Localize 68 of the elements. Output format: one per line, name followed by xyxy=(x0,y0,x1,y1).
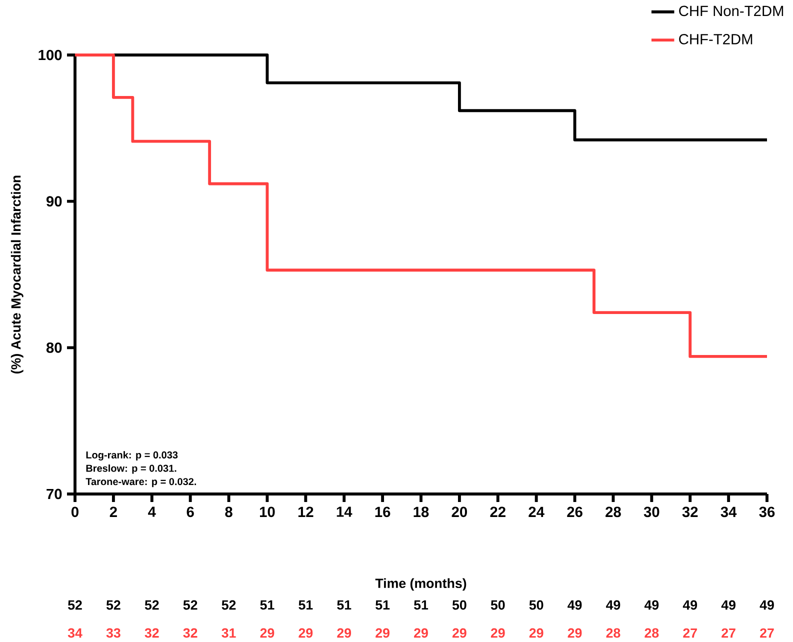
x-tick-label: 16 xyxy=(375,506,390,518)
x-tick-label: 22 xyxy=(490,506,506,517)
text: 50 xyxy=(529,600,544,610)
text: 52 xyxy=(68,600,82,610)
legend-label: CHF Non-T2DM xyxy=(679,6,784,16)
x-tick-label: 8 xyxy=(225,506,232,518)
x-tick-label: 26 xyxy=(567,506,582,518)
x-tick-label: 14 xyxy=(336,506,352,517)
x-tick-label: 36 xyxy=(759,506,775,518)
text: 34 xyxy=(68,628,82,638)
x-tick-label: 24 xyxy=(528,506,544,517)
text: 29 xyxy=(529,628,544,638)
text: 51 xyxy=(376,600,390,610)
x-tick-label: 32 xyxy=(682,506,698,518)
text: 52 xyxy=(222,600,236,610)
text: 51 xyxy=(260,600,274,610)
y-tick-label: 100 xyxy=(38,50,62,60)
text: 51 xyxy=(298,600,313,610)
text: 50 xyxy=(452,600,466,610)
x-tick-label: 20 xyxy=(452,506,467,518)
text: 49 xyxy=(682,600,698,610)
y-tick-label: 80 xyxy=(46,342,62,353)
x-tick-label: 18 xyxy=(414,506,429,518)
x-tick-label: 12 xyxy=(298,506,314,517)
text: 29 xyxy=(376,628,390,638)
y-tick-label: 70 xyxy=(46,488,62,500)
x-tick-label: 4 xyxy=(148,506,156,517)
text: 33 xyxy=(106,628,120,638)
annotation: Log-rank: p = 0.033 xyxy=(86,451,178,461)
legend-label: CHF-T2DM xyxy=(679,34,752,44)
text: 29 xyxy=(260,628,274,638)
text: 49 xyxy=(568,600,582,610)
text: 32 xyxy=(183,628,198,638)
text: 32 xyxy=(144,628,159,638)
text: 50 xyxy=(490,600,505,610)
text: 27 xyxy=(722,628,736,638)
text: 29 xyxy=(298,628,313,638)
y-axis-title: (%) Acute Myocardial Infarction xyxy=(10,176,24,374)
text: 51 xyxy=(414,600,428,610)
text: 28 xyxy=(606,628,620,638)
text: 31 xyxy=(222,628,236,638)
x-tick-label: 34 xyxy=(720,506,737,518)
text: 29 xyxy=(337,628,352,638)
text: 29 xyxy=(568,628,582,638)
text: 28 xyxy=(644,628,659,638)
text: 51 xyxy=(337,600,352,610)
text: 49 xyxy=(644,600,659,610)
x-tick-label: 6 xyxy=(186,506,194,518)
annotation: Breslow: p = 0.031. xyxy=(86,464,176,474)
text: 29 xyxy=(490,628,505,638)
text: 52 xyxy=(144,600,159,610)
text: 52 xyxy=(183,600,198,610)
x-tick-label: 0 xyxy=(72,506,78,518)
text: 52 xyxy=(106,600,120,610)
x-tick-label: 30 xyxy=(644,506,660,518)
y-tick-label: 90 xyxy=(46,196,62,207)
x-tick-label: 2 xyxy=(110,506,117,517)
text: 29 xyxy=(452,628,466,638)
text: 27 xyxy=(683,628,697,638)
text: 49 xyxy=(721,600,736,610)
x-tick-label: 28 xyxy=(606,506,621,518)
text: 29 xyxy=(414,628,428,638)
x-tick-label: 10 xyxy=(260,506,275,518)
x-axis-title: Time (months) xyxy=(375,578,466,591)
annotation: Tarone-ware: p = 0.032. xyxy=(86,478,196,488)
text: 27 xyxy=(760,628,774,638)
text: 49 xyxy=(606,600,620,610)
text: 49 xyxy=(760,600,774,610)
